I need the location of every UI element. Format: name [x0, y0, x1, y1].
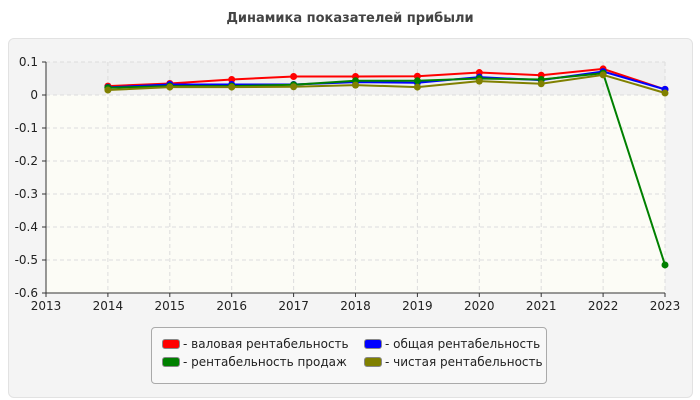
x-tick-label: 2021: [526, 299, 557, 313]
data-point: [413, 77, 421, 85]
x-tick-label: 2015: [155, 299, 186, 313]
x-tick-label: 2017: [278, 299, 309, 313]
data-point: [290, 83, 298, 91]
legend-item: - чистая рентабельность: [364, 355, 543, 369]
data-point: [228, 75, 236, 83]
x-tick-label: 2014: [93, 299, 124, 313]
data-point: [166, 83, 174, 91]
x-tick-label: 2019: [402, 299, 433, 313]
y-tick-label: 0: [30, 88, 38, 102]
y-tick-label: -0.5: [15, 253, 38, 267]
y-tick-label: 0.1: [19, 55, 38, 69]
legend-swatch: [364, 357, 382, 367]
legend-label: - чистая рентабельность: [385, 355, 543, 369]
chart-title: Динамика показателей прибыли: [226, 11, 474, 26]
x-tick-label: 2022: [588, 299, 619, 313]
legend-swatch: [162, 339, 180, 349]
data-point: [475, 77, 483, 85]
data-point: [228, 83, 236, 91]
legend-swatch: [364, 339, 382, 349]
data-point: [290, 73, 298, 81]
legend-item: - валовая рентабельность: [162, 337, 349, 351]
data-point: [661, 89, 669, 97]
data-point: [352, 81, 359, 89]
y-tick-label: -0.3: [15, 187, 38, 201]
legend-item: - рентабельность продаж: [162, 355, 347, 369]
data-point: [661, 261, 669, 269]
legend-swatch: [162, 357, 180, 367]
x-tick-label: 2013: [31, 299, 62, 313]
legend-label: - валовая рентабельность: [183, 337, 349, 351]
legend-label: - общая рентабельность: [385, 337, 541, 351]
legend: - валовая рентабельность - общая рентабе…: [151, 327, 547, 384]
data-point: [537, 80, 545, 88]
y-tick-label: -0.6: [15, 286, 38, 300]
x-tick-label: 2018: [340, 299, 371, 313]
series-line: [107, 67, 666, 91]
data-point: [104, 86, 112, 94]
series-line: [107, 73, 666, 94]
y-tick-label: -0.2: [15, 154, 38, 168]
legend-item: - общая рентабельность: [364, 337, 540, 351]
data-point: [599, 71, 607, 79]
data-point: [413, 83, 421, 91]
x-tick-label: 2020: [464, 299, 495, 313]
y-tick-label: -0.1: [15, 121, 38, 135]
x-tick-label: 2023: [650, 299, 681, 313]
legend-label: - рентабельность продаж: [183, 355, 347, 369]
y-tick-label: -0.4: [15, 220, 38, 234]
x-tick-label: 2016: [216, 299, 247, 313]
